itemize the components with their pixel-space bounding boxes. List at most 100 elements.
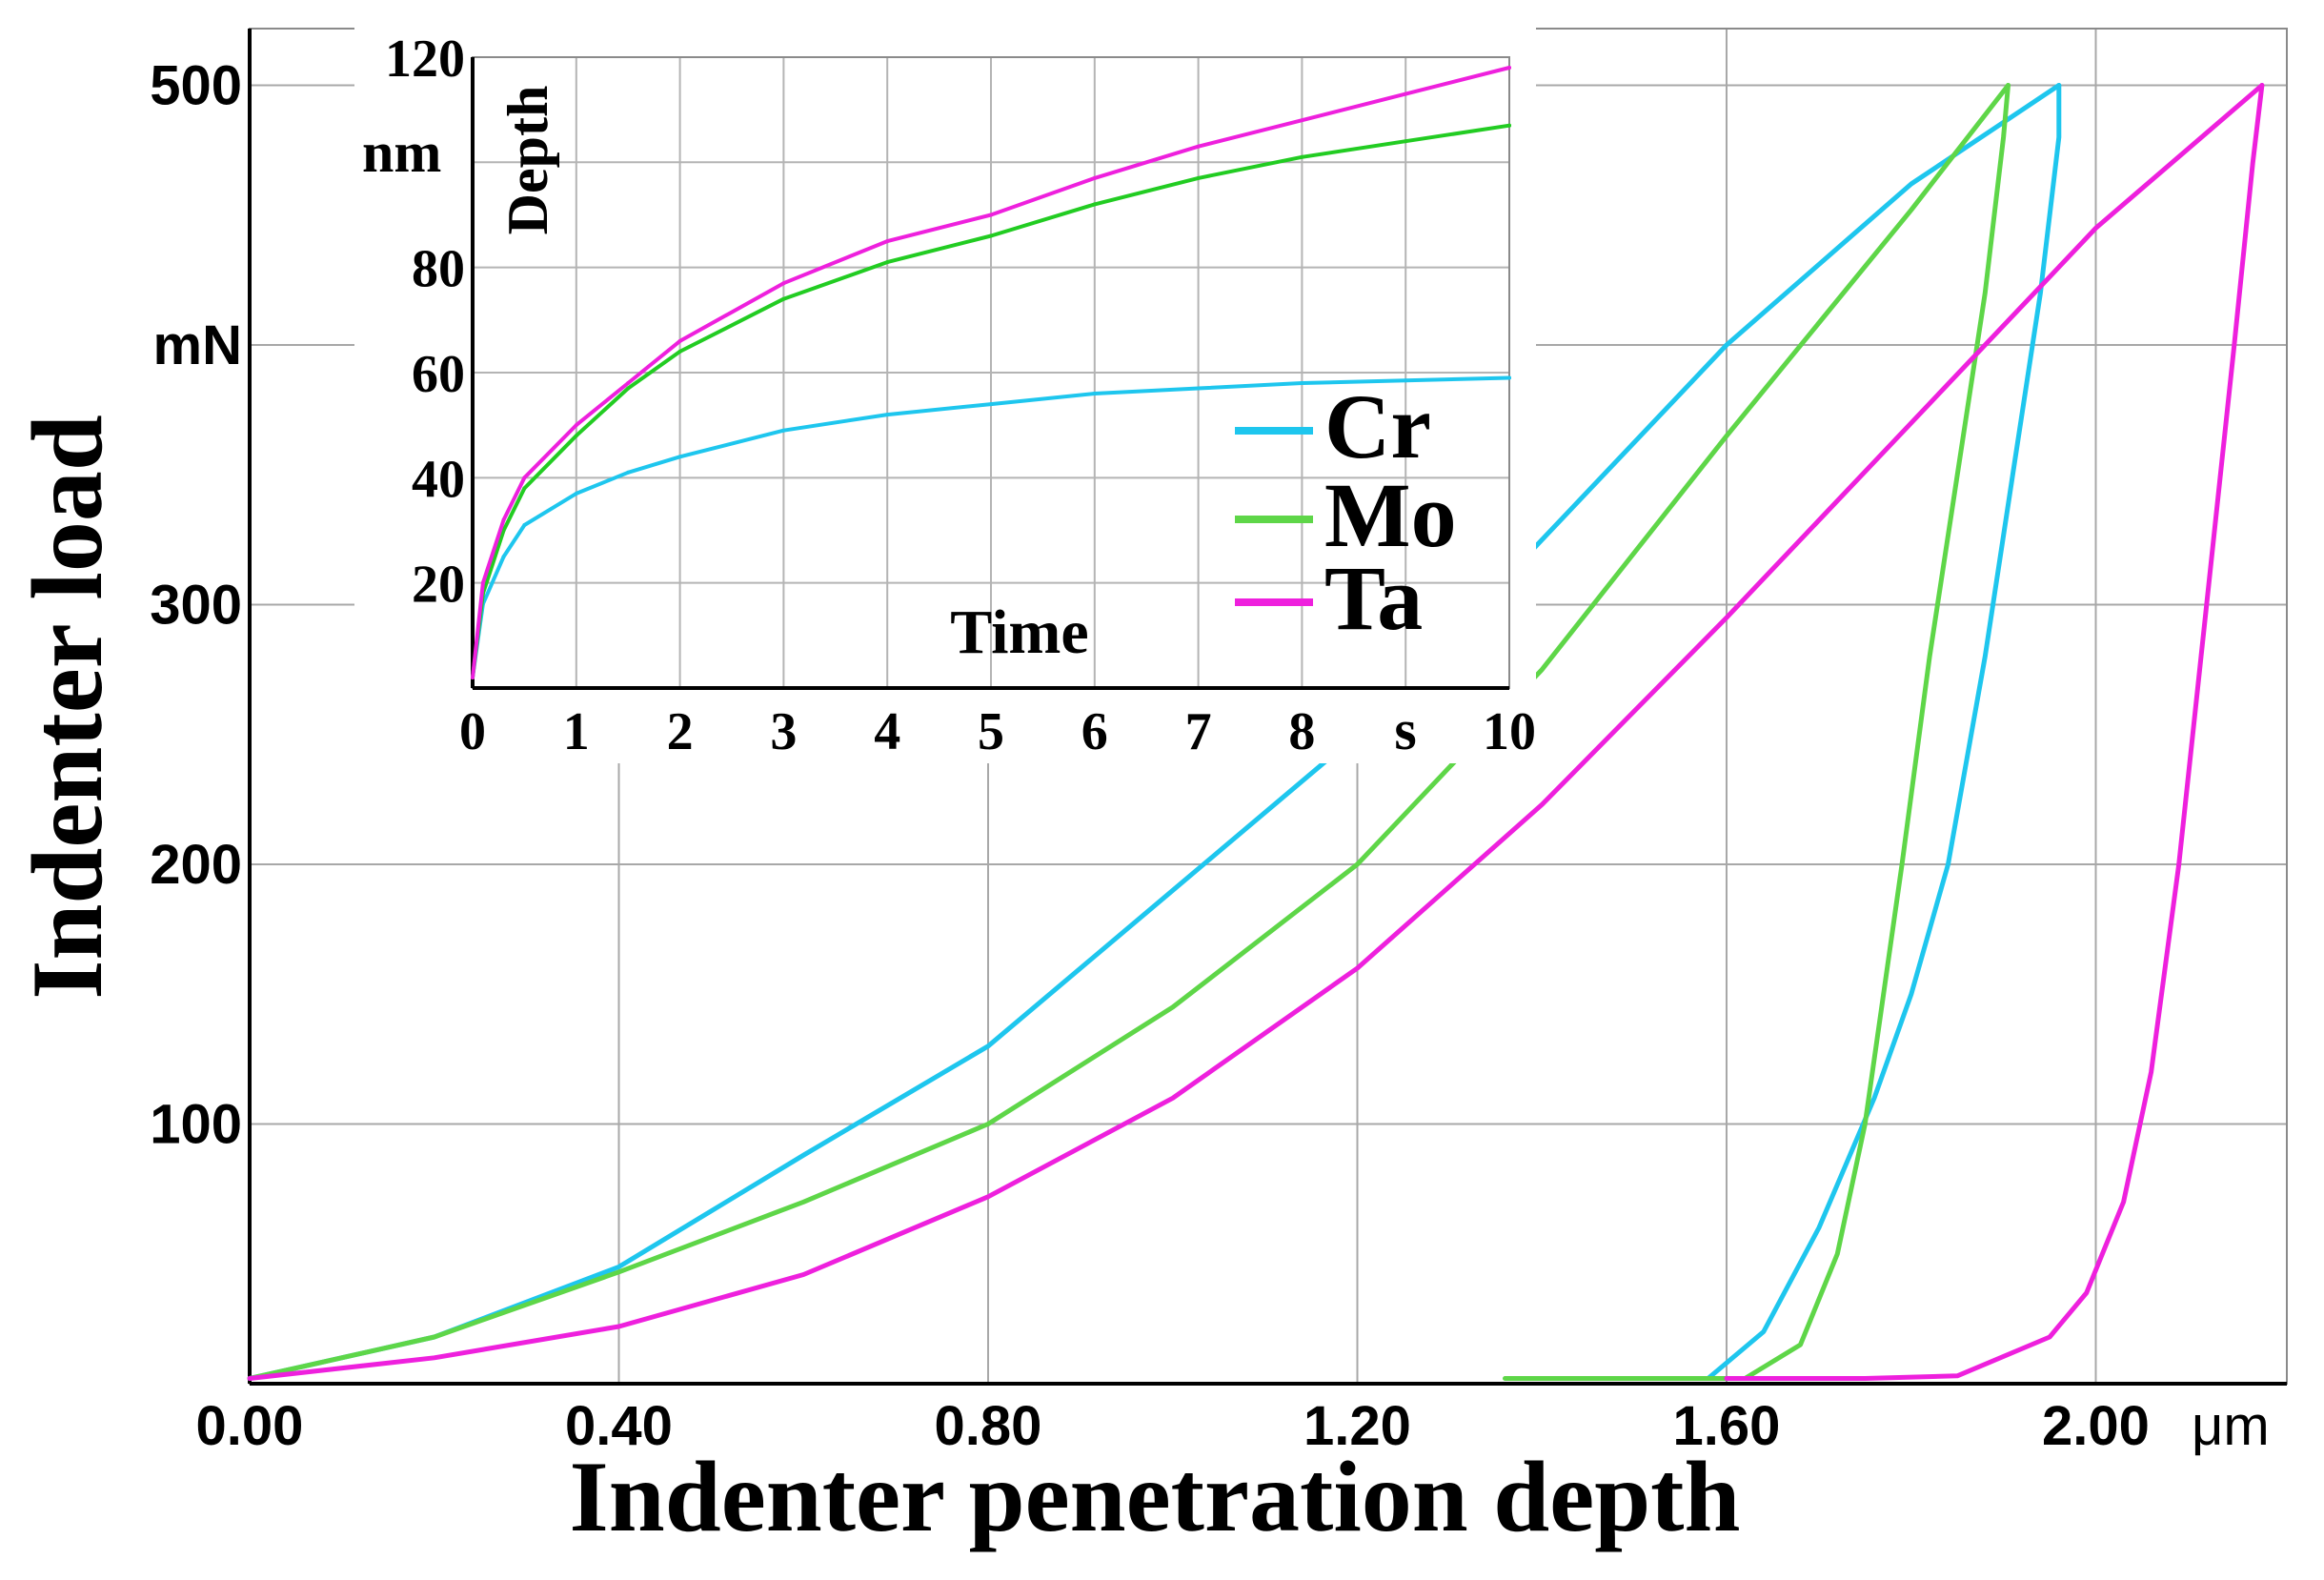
inset-series-mo-point: [501, 528, 506, 533]
inset-series-cr-point: [1092, 392, 1097, 395]
inset-series-mo-point: [1404, 139, 1408, 144]
main-series-cr-point: [2056, 135, 2061, 139]
main-series-mo-point: [1503, 1376, 1507, 1381]
main-y-axis-title: Indenter load: [11, 415, 123, 1000]
main-series-cr-point: [986, 1043, 990, 1048]
inset-background: [354, 25, 1536, 763]
main-series-cr-point: [1909, 182, 1913, 186]
inset-series-cr-point: [1404, 378, 1408, 383]
main-y-tick-label: 500: [150, 55, 242, 117]
inset-x-tick-label: 3: [770, 702, 797, 761]
main-series-ta-point: [986, 1194, 990, 1199]
inset-x-tick-label: 7: [1185, 702, 1212, 761]
main-series-cr-point: [801, 1153, 806, 1158]
main-x-unit-label: μm: [2192, 1395, 2270, 1457]
main-series-ta-point: [801, 1272, 806, 1277]
main-series-ta-point: [2176, 862, 2181, 866]
inset-x-tick-label: 4: [874, 702, 900, 761]
inset-x-tick-label: 0: [459, 702, 486, 761]
inset-series-mo-point: [781, 296, 786, 301]
inset-series-mo-point: [1196, 175, 1201, 180]
legend-label-cr: Cr: [1324, 375, 1431, 477]
inset-series-ta-point: [677, 338, 682, 343]
inset-series-ta-point: [1507, 66, 1511, 70]
main-series-cr-point: [1872, 1096, 1876, 1101]
main-series-ta-point: [1725, 616, 1728, 620]
main-series-ta-point: [2093, 226, 2098, 231]
main-series-mo-point: [1835, 1251, 1840, 1256]
main-x-tick-label: 1.60: [1673, 1395, 1781, 1457]
main-series-mo-point: [1900, 862, 1905, 866]
inset-x-axis-title: Time: [950, 598, 1088, 667]
main-series-mo-point: [1909, 208, 1913, 213]
main-series-ta-point: [616, 1325, 621, 1328]
legend-label-mo: Mo: [1324, 464, 1457, 566]
main-series-cr-point: [1816, 1226, 1821, 1230]
inset-axes: [471, 56, 1510, 690]
inset-y-tick-label: 120: [385, 30, 465, 89]
inset-y-axis-title: Depth: [496, 86, 559, 235]
main-series-ta-loading-line: [247, 83, 2265, 1381]
main-series-mo-point: [616, 1269, 621, 1274]
inset-series-cr-point: [677, 455, 682, 459]
main-series-ta-unloading-line: [1724, 83, 2265, 1381]
main-series-ta-point: [2121, 1200, 2126, 1205]
inset-series-cr-point: [885, 413, 890, 417]
main-series-ta-point: [2232, 343, 2236, 347]
main-series-cr-point: [1725, 343, 1728, 347]
main-y-tick-label: 200: [150, 834, 242, 896]
main-y-tick-label: 100: [150, 1094, 242, 1156]
inset-series-ta-point: [885, 239, 890, 244]
main-x-tick-label: 0.00: [196, 1395, 304, 1457]
inset-series-mo-point: [885, 260, 890, 265]
main-x-tick-label: 1.20: [1303, 1395, 1411, 1457]
inset-series-ta-point: [1404, 91, 1408, 96]
inset-series-cr-point: [522, 523, 527, 527]
inset-series-ta-point: [1300, 118, 1304, 123]
main-series-ta-point: [1863, 1376, 1868, 1381]
inset-series-ta-point: [1196, 144, 1201, 149]
main-series-ta-point: [1355, 966, 1360, 970]
main-series-ta-point: [2084, 1290, 2089, 1295]
inset-x-tick-label: 5: [978, 702, 1004, 761]
inset-series-ta-point: [781, 281, 786, 286]
inset-y-tick-label: 80: [412, 240, 465, 299]
main-series-cr-point: [1170, 888, 1175, 893]
main-y-unit-label: mN: [153, 314, 242, 376]
legend-label-ta: Ta: [1324, 547, 1423, 649]
inset-series-mo-point: [1507, 123, 1511, 128]
main-series-mo-unloading-line: [1503, 83, 2011, 1381]
main-series-ta-point: [248, 1376, 252, 1381]
inset-chart: 0 1 2 3 4 5 6 7 8 10 20 40 60 80 120 nm Depth Time s C…: [354, 25, 1536, 763]
main-series-ta-point: [2204, 602, 2209, 607]
inset-series-cr-point: [1300, 381, 1304, 385]
main-series-mo-point: [1540, 667, 1545, 672]
inset-series-mo-point: [1300, 154, 1304, 159]
main-series-ta-point: [1725, 1376, 1728, 1381]
inset-y-tick-label: 20: [412, 556, 465, 615]
inset-x-tick-label: 8: [1288, 702, 1315, 761]
main-series-cr-point: [1946, 862, 1950, 866]
inset-grid: [473, 57, 1509, 688]
inset-series-mo-point: [989, 233, 993, 238]
main-series-cr-point: [1540, 537, 1545, 542]
inset-series-ta-point: [1092, 175, 1097, 180]
main-series-ta-point: [2251, 161, 2255, 166]
inset-y-tick-label: 40: [412, 450, 465, 509]
inset-series-mo-point: [626, 386, 631, 391]
main-y-tick-label: 300: [150, 575, 242, 637]
main-series-cr-point: [1983, 655, 1988, 658]
main-series-cr-point: [1909, 992, 1913, 997]
main-series-cr-point: [2011, 473, 2015, 477]
inset-series-cr-point: [501, 555, 506, 559]
inset-series-ta-point: [501, 517, 506, 522]
inset-x-tick-label: 2: [667, 702, 694, 761]
main-x-tick-label: 0.40: [565, 1395, 673, 1457]
main-series-ta-point: [2149, 1070, 2153, 1074]
main-series-ta-point: [1909, 420, 1913, 425]
main-series-mo-point: [1928, 655, 1932, 658]
inset-x-tick-label: 6: [1081, 702, 1108, 761]
